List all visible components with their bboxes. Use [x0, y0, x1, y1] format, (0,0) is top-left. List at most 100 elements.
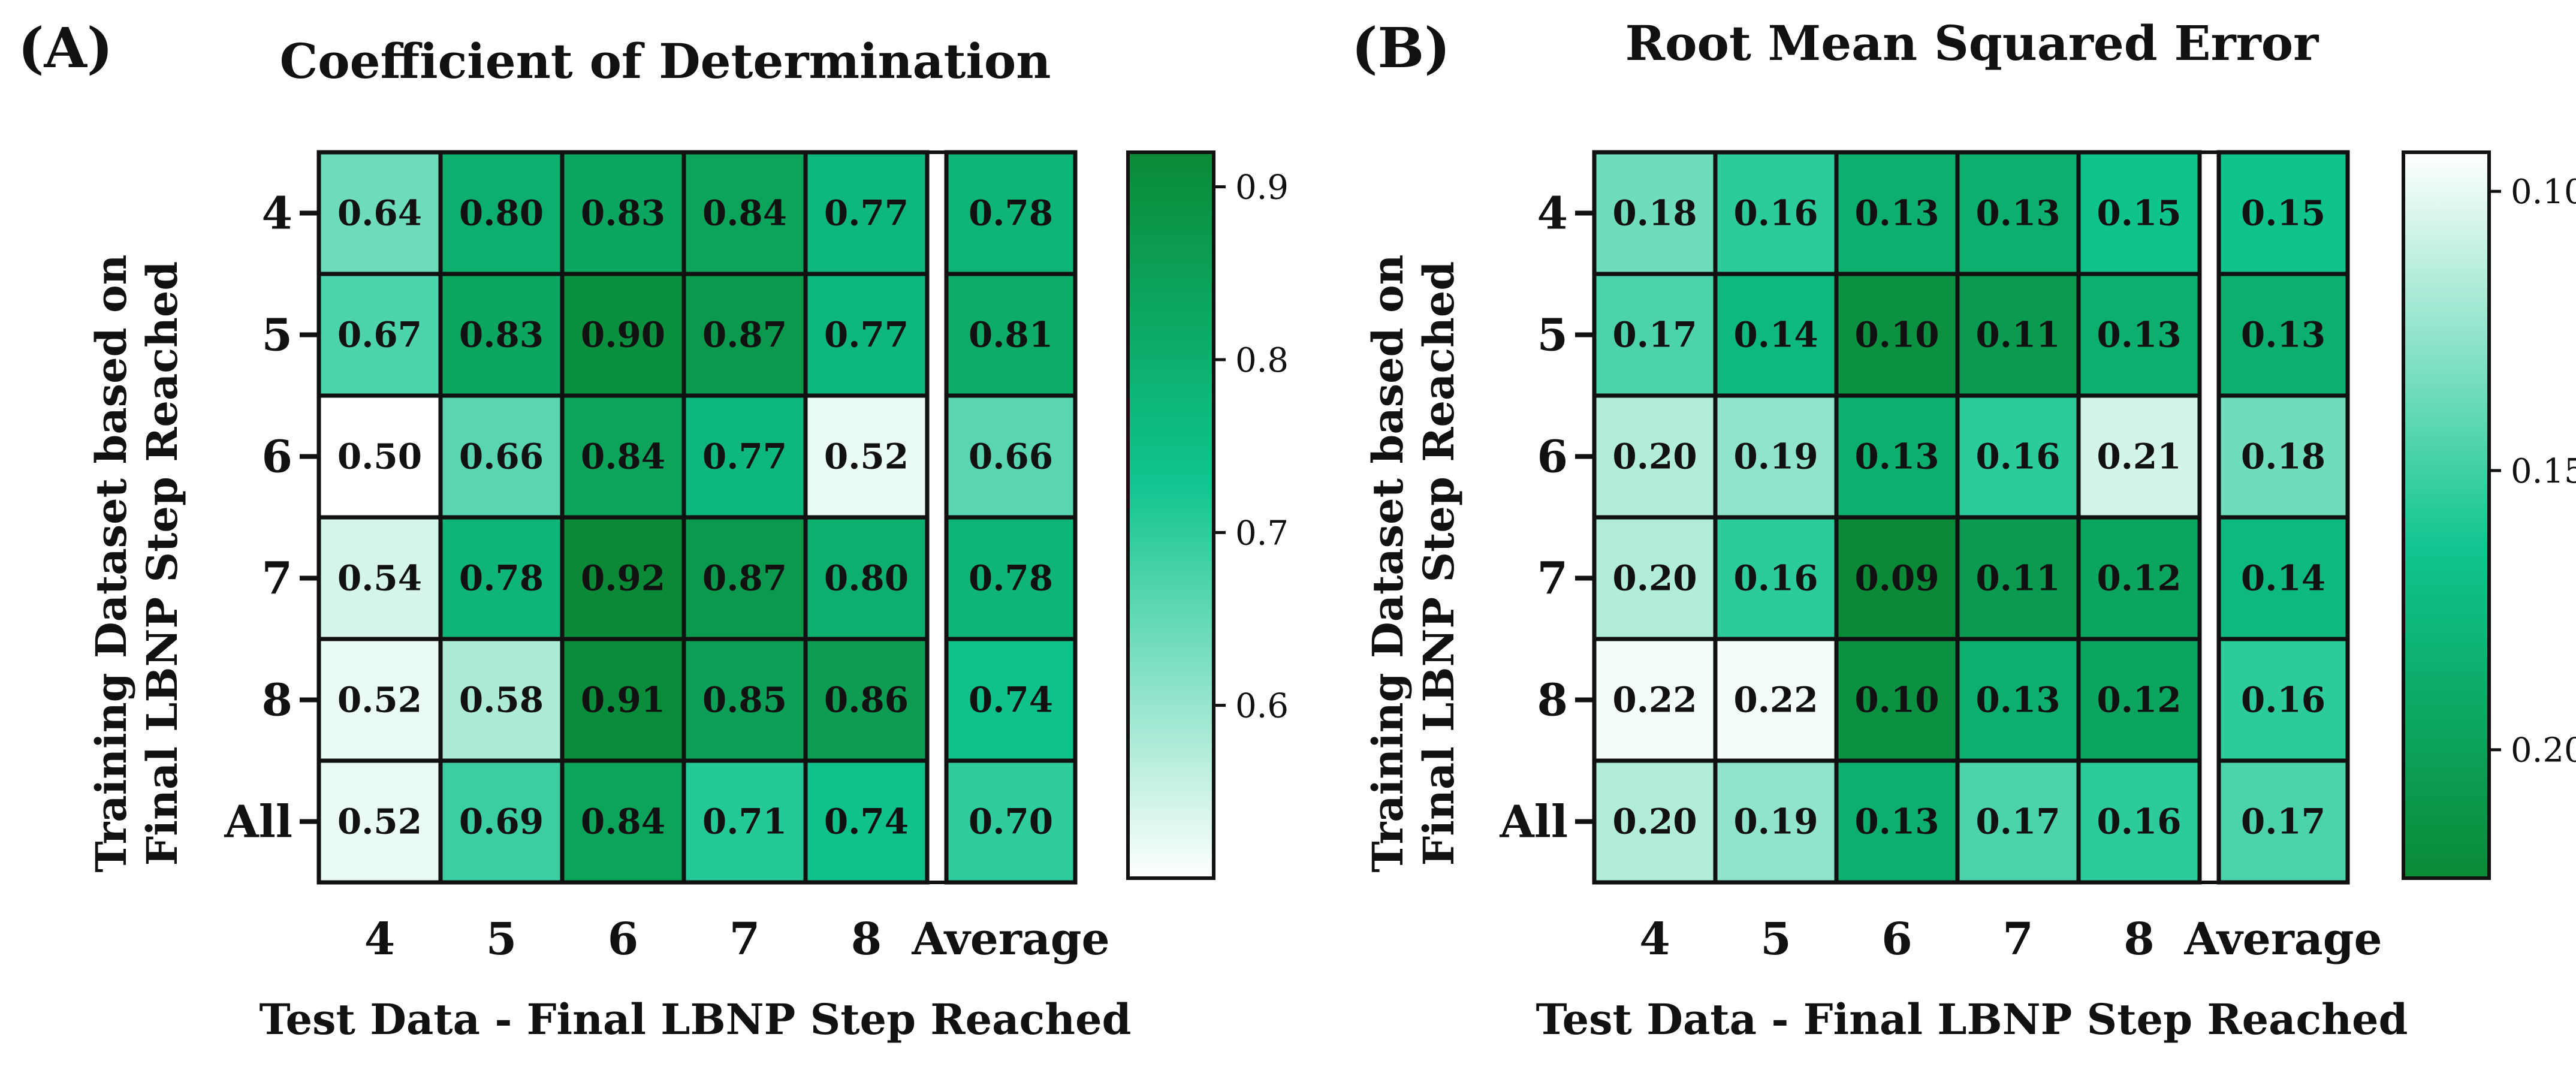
panel-a-cell: [681, 515, 808, 641]
panel-a-cell: [944, 637, 1078, 763]
panel-b-cell-label: 0.14: [2241, 558, 2325, 599]
panel-b-cell: [1955, 393, 2081, 520]
panel-b-letter: (B): [1352, 16, 1450, 80]
panel-a-cell: [316, 758, 443, 885]
panel-a-cell-label: 0.90: [581, 315, 665, 355]
panel-a-cell-label: 0.87: [702, 558, 787, 599]
panel-b-cell-label: 0.13: [1854, 801, 1939, 842]
panel-a-cell-label: 0.85: [702, 680, 787, 721]
panel-b-cell-label: 0.17: [2241, 801, 2325, 842]
panel-b-cell-label: 0.13: [2097, 315, 2181, 355]
panel-a-xtick-label: 8: [851, 914, 882, 965]
panel-a-colorbar-tick-label: 0.6: [1235, 687, 1289, 726]
panel-a-cell-label: 0.71: [702, 801, 787, 842]
panel-a-cell-label: 0.74: [824, 801, 909, 842]
panel-a-cell: [803, 393, 930, 520]
panel-b-cell-label: 0.12: [2097, 680, 2181, 721]
panel-a-letter: (A): [18, 16, 113, 80]
panel-b-cell: [1713, 150, 1839, 276]
panel-a-cell: [681, 393, 808, 520]
panel-b-cell: [2216, 150, 2350, 276]
panel-b-colorbar-tick-label: 0.20: [2511, 731, 2576, 770]
panel-a-title: Coefficient of Determination: [280, 33, 1051, 89]
panel-b-xtick-label: 7: [2002, 914, 2034, 965]
panel-a-cell: [560, 637, 686, 763]
panel-a-cell: [316, 515, 443, 641]
panel-b-cell-label: 0.17: [1612, 315, 1697, 355]
panel-a-ytick-label: 7: [262, 553, 293, 605]
panel-b-cell-label: 0.13: [2241, 315, 2325, 355]
panel-a-colorbar-tick-label: 0.7: [1235, 514, 1289, 553]
panel-b: (B) Root Mean Squared Error Training Dat…: [1352, 15, 2576, 1044]
panel-a-cell: [803, 515, 930, 641]
panel-a-cell: [681, 272, 808, 398]
panel-b-cell: [1955, 637, 2081, 763]
panel-a-cell-label: 0.54: [337, 558, 422, 599]
panel-a-cell-label: 0.50: [337, 436, 422, 477]
panel-a-cell-label: 0.78: [969, 193, 1053, 234]
panel-b-ylabel-line1: Training Dataset based on: [1363, 254, 1413, 872]
panel-a-xtick-label: 6: [608, 914, 639, 965]
panel-b-cell-label: 0.21: [2097, 436, 2181, 477]
panel-a-xtick-label: 5: [486, 914, 517, 965]
panel-a-ytick-label: 6: [262, 432, 293, 483]
panel-a-cell: [560, 515, 686, 641]
panel-b-xtick-label: Average: [2183, 914, 2382, 965]
panel-a-cell-label: 0.86: [824, 680, 909, 721]
panel-a-cell-label: 0.52: [337, 680, 422, 721]
panel-b-ytick-label: All: [1499, 797, 1568, 848]
panel-a-ytick-label: 8: [262, 675, 293, 727]
panel-a-cell-label: 0.83: [459, 315, 544, 355]
panel-a-cell-label: 0.80: [824, 558, 909, 599]
panel-b-cell: [1955, 272, 2081, 398]
panel-b-cell-label: 0.20: [1612, 558, 1697, 599]
panel-b-cell: [1834, 150, 1960, 276]
panel-a-colorbar-tick-label: 0.8: [1235, 341, 1289, 380]
panel-a-ytick-label: 5: [262, 310, 293, 361]
panel-a-cell: [944, 758, 1078, 885]
panel-b-cell: [1713, 637, 1839, 763]
panel-b-xtick-label: 8: [2123, 914, 2155, 965]
panel-a-cell-label: 0.52: [824, 436, 909, 477]
panel-b-xtick-label: 5: [1760, 914, 1791, 965]
panel-b-cell-label: 0.19: [1733, 436, 1818, 477]
panel-a-cell-label: 0.52: [337, 801, 422, 842]
panel-a-separator: [925, 150, 948, 884]
panel-b-ytick-label: 8: [1537, 675, 1568, 727]
panel-a-cell-label: 0.78: [969, 558, 1053, 599]
panel-a-cell-label: 0.84: [581, 801, 665, 842]
panel-b-cell: [2076, 393, 2202, 520]
panel-b-cell-label: 0.11: [1975, 558, 2060, 599]
panel-b-cell-label: 0.13: [1975, 193, 2060, 234]
panel-b-xtick-label: 4: [1639, 914, 1670, 965]
panel-b-ytick-label: 5: [1537, 310, 1568, 361]
panel-b-cell: [1955, 758, 2081, 885]
panel-b-cell-label: 0.10: [1854, 680, 1939, 721]
panel-a-cell: [681, 758, 808, 885]
panel-b-cell-label: 0.20: [1612, 801, 1697, 842]
panel-b-cell: [2216, 758, 2350, 885]
panel-a-cell-label: 0.92: [581, 558, 665, 599]
panel-b-cell-label: 0.10: [1854, 315, 1939, 355]
panel-b-cell: [2216, 272, 2350, 398]
panel-b-cell: [2216, 393, 2350, 520]
panel-b-cell-label: 0.12: [2097, 558, 2181, 599]
panel-b-cell-label: 0.15: [2097, 193, 2181, 234]
panel-a-cell: [944, 150, 1078, 276]
panel-a-cell-label: 0.64: [337, 193, 422, 234]
panel-b-title: Root Mean Squared Error: [1625, 15, 2319, 71]
panel-a-cell-label: 0.74: [969, 680, 1053, 721]
panel-a-xlabel: Test Data - Final LBNP Step Reached: [260, 994, 1132, 1044]
panel-b-ytick-label: 4: [1537, 188, 1568, 240]
panel-b-cell: [1713, 758, 1839, 885]
panel-b-cell: [1713, 272, 1839, 398]
panel-b-cell-label: 0.13: [1854, 193, 1939, 234]
panel-a-cell-label: 0.67: [337, 315, 422, 355]
panel-a-cell-label: 0.66: [969, 436, 1053, 477]
panel-a: (A) Coefficient of Determination Trainin…: [18, 16, 1289, 1044]
panel-b-cell-label: 0.22: [1612, 680, 1697, 721]
panel-b-cell: [1834, 637, 1960, 763]
panel-a-cell-label: 0.80: [459, 193, 544, 234]
panel-b-cell-label: 0.22: [1733, 680, 1818, 721]
